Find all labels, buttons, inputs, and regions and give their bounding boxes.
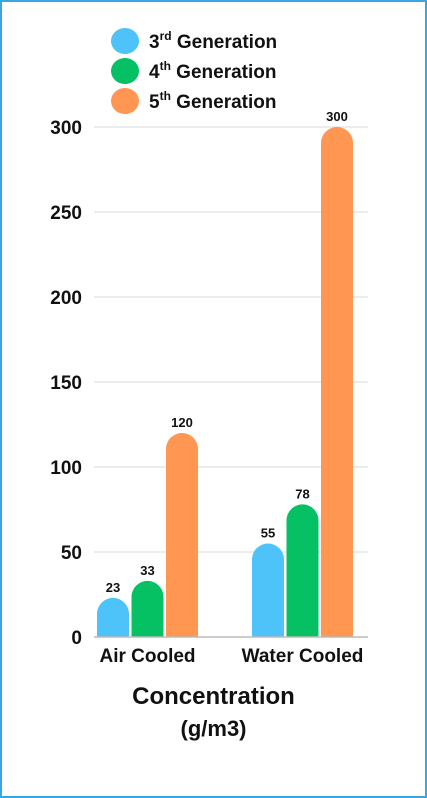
x-category-label: Water Cooled (242, 646, 364, 667)
y-tick-label: 250 (50, 203, 82, 224)
legend: 3rd Generation 4th Generation 5th Generati… (111, 28, 277, 114)
bar (131, 580, 164, 637)
x-category-label: Air Cooled (99, 646, 195, 667)
legend-entry: 5th Generation (149, 89, 276, 113)
data-label: 300 (326, 109, 348, 124)
y-tick-label: 300 (50, 118, 82, 139)
legend-swatch (111, 58, 139, 84)
data-label: 55 (261, 526, 275, 541)
bar (286, 504, 319, 637)
bar (97, 597, 129, 637)
legend-swatch (111, 28, 139, 54)
data-label: 33 (140, 563, 154, 578)
axis-caption-unit: (g/m3) (180, 716, 247, 741)
y-tick-label: 0 (71, 628, 82, 649)
data-label: 120 (171, 415, 193, 430)
legend-entry: 4th Generation (149, 59, 276, 83)
bars (97, 127, 353, 637)
legend-swatch (111, 88, 139, 114)
bar (252, 543, 284, 637)
data-label: 23 (106, 580, 120, 595)
data-label: 78 (295, 486, 309, 501)
axis-caption-title: Concentration (132, 683, 295, 710)
y-tick-label: 50 (61, 543, 82, 564)
bar (166, 433, 198, 637)
axes: 0 50 100 150 200 250 300 Air Cooled Water Cooled (50, 118, 368, 667)
y-tick-label: 100 (50, 458, 82, 479)
y-tick-label: 200 (50, 288, 82, 309)
y-tick-label: 150 (50, 373, 82, 394)
legend-entry: 3rd Generation (149, 29, 277, 53)
data-labels: 23 33 120 55 78 300 (106, 109, 348, 595)
bar (321, 127, 353, 637)
